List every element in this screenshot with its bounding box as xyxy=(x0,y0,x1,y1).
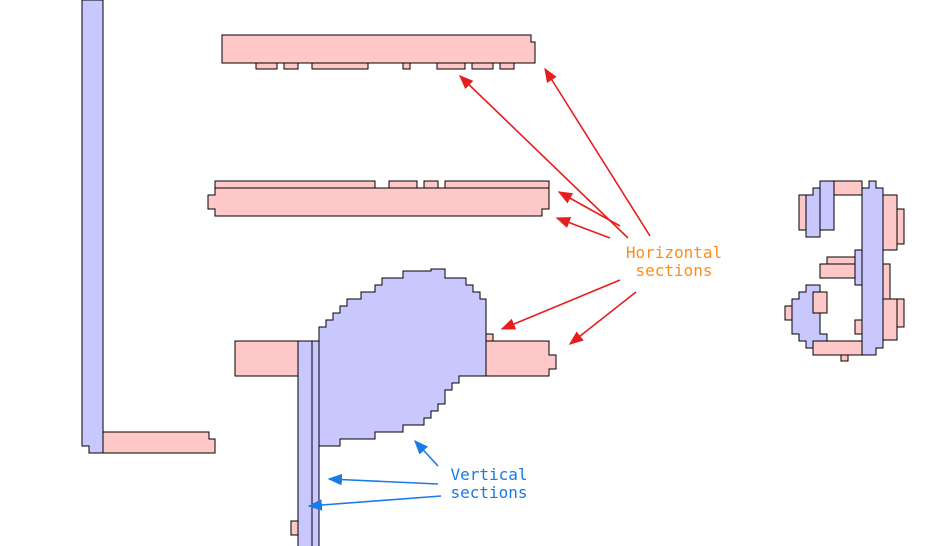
horizontal-section-right xyxy=(485,340,557,377)
arrow-to-top-bar-a xyxy=(458,75,629,239)
vertical-label-line2: sections xyxy=(450,483,527,502)
arrow-to-middle-bar-b xyxy=(555,217,611,239)
arrow-to-top-bar-b xyxy=(544,67,651,237)
vertical-label-line1: Vertical xyxy=(450,465,527,484)
arrow-to-stem-a xyxy=(327,473,439,486)
glyph-l xyxy=(81,0,216,454)
vertical-section-stem xyxy=(297,340,320,546)
vertical-section-blob xyxy=(318,268,487,447)
horizontal-section xyxy=(221,34,536,64)
horizontal-section xyxy=(102,431,216,454)
horizontal-section-left xyxy=(234,340,299,377)
horizontal-arrows xyxy=(458,67,651,345)
glyph-top-bar xyxy=(221,34,536,70)
vertical-arrows xyxy=(307,439,442,511)
vertical-section-left-top xyxy=(805,187,821,238)
vertical-section-spine xyxy=(861,180,884,356)
vertical-section xyxy=(81,0,104,454)
horizontal-section xyxy=(207,187,550,217)
vertical-section-left-bottom xyxy=(791,284,828,349)
horizontal-label-line2: sections xyxy=(635,261,712,280)
glyph-middle-bar xyxy=(207,180,550,217)
glyph-bottom-shape xyxy=(234,268,557,546)
arrow-to-middle-bar-a xyxy=(557,191,621,227)
arrow-to-bottom-bar-b xyxy=(568,291,637,345)
horizontal-label-line1: Horizontal xyxy=(626,243,722,262)
arrow-to-stem-b xyxy=(307,495,442,511)
arrow-to-blob xyxy=(414,439,439,467)
glyph-three xyxy=(784,180,905,362)
arrow-to-bottom-bar-a xyxy=(500,279,621,330)
